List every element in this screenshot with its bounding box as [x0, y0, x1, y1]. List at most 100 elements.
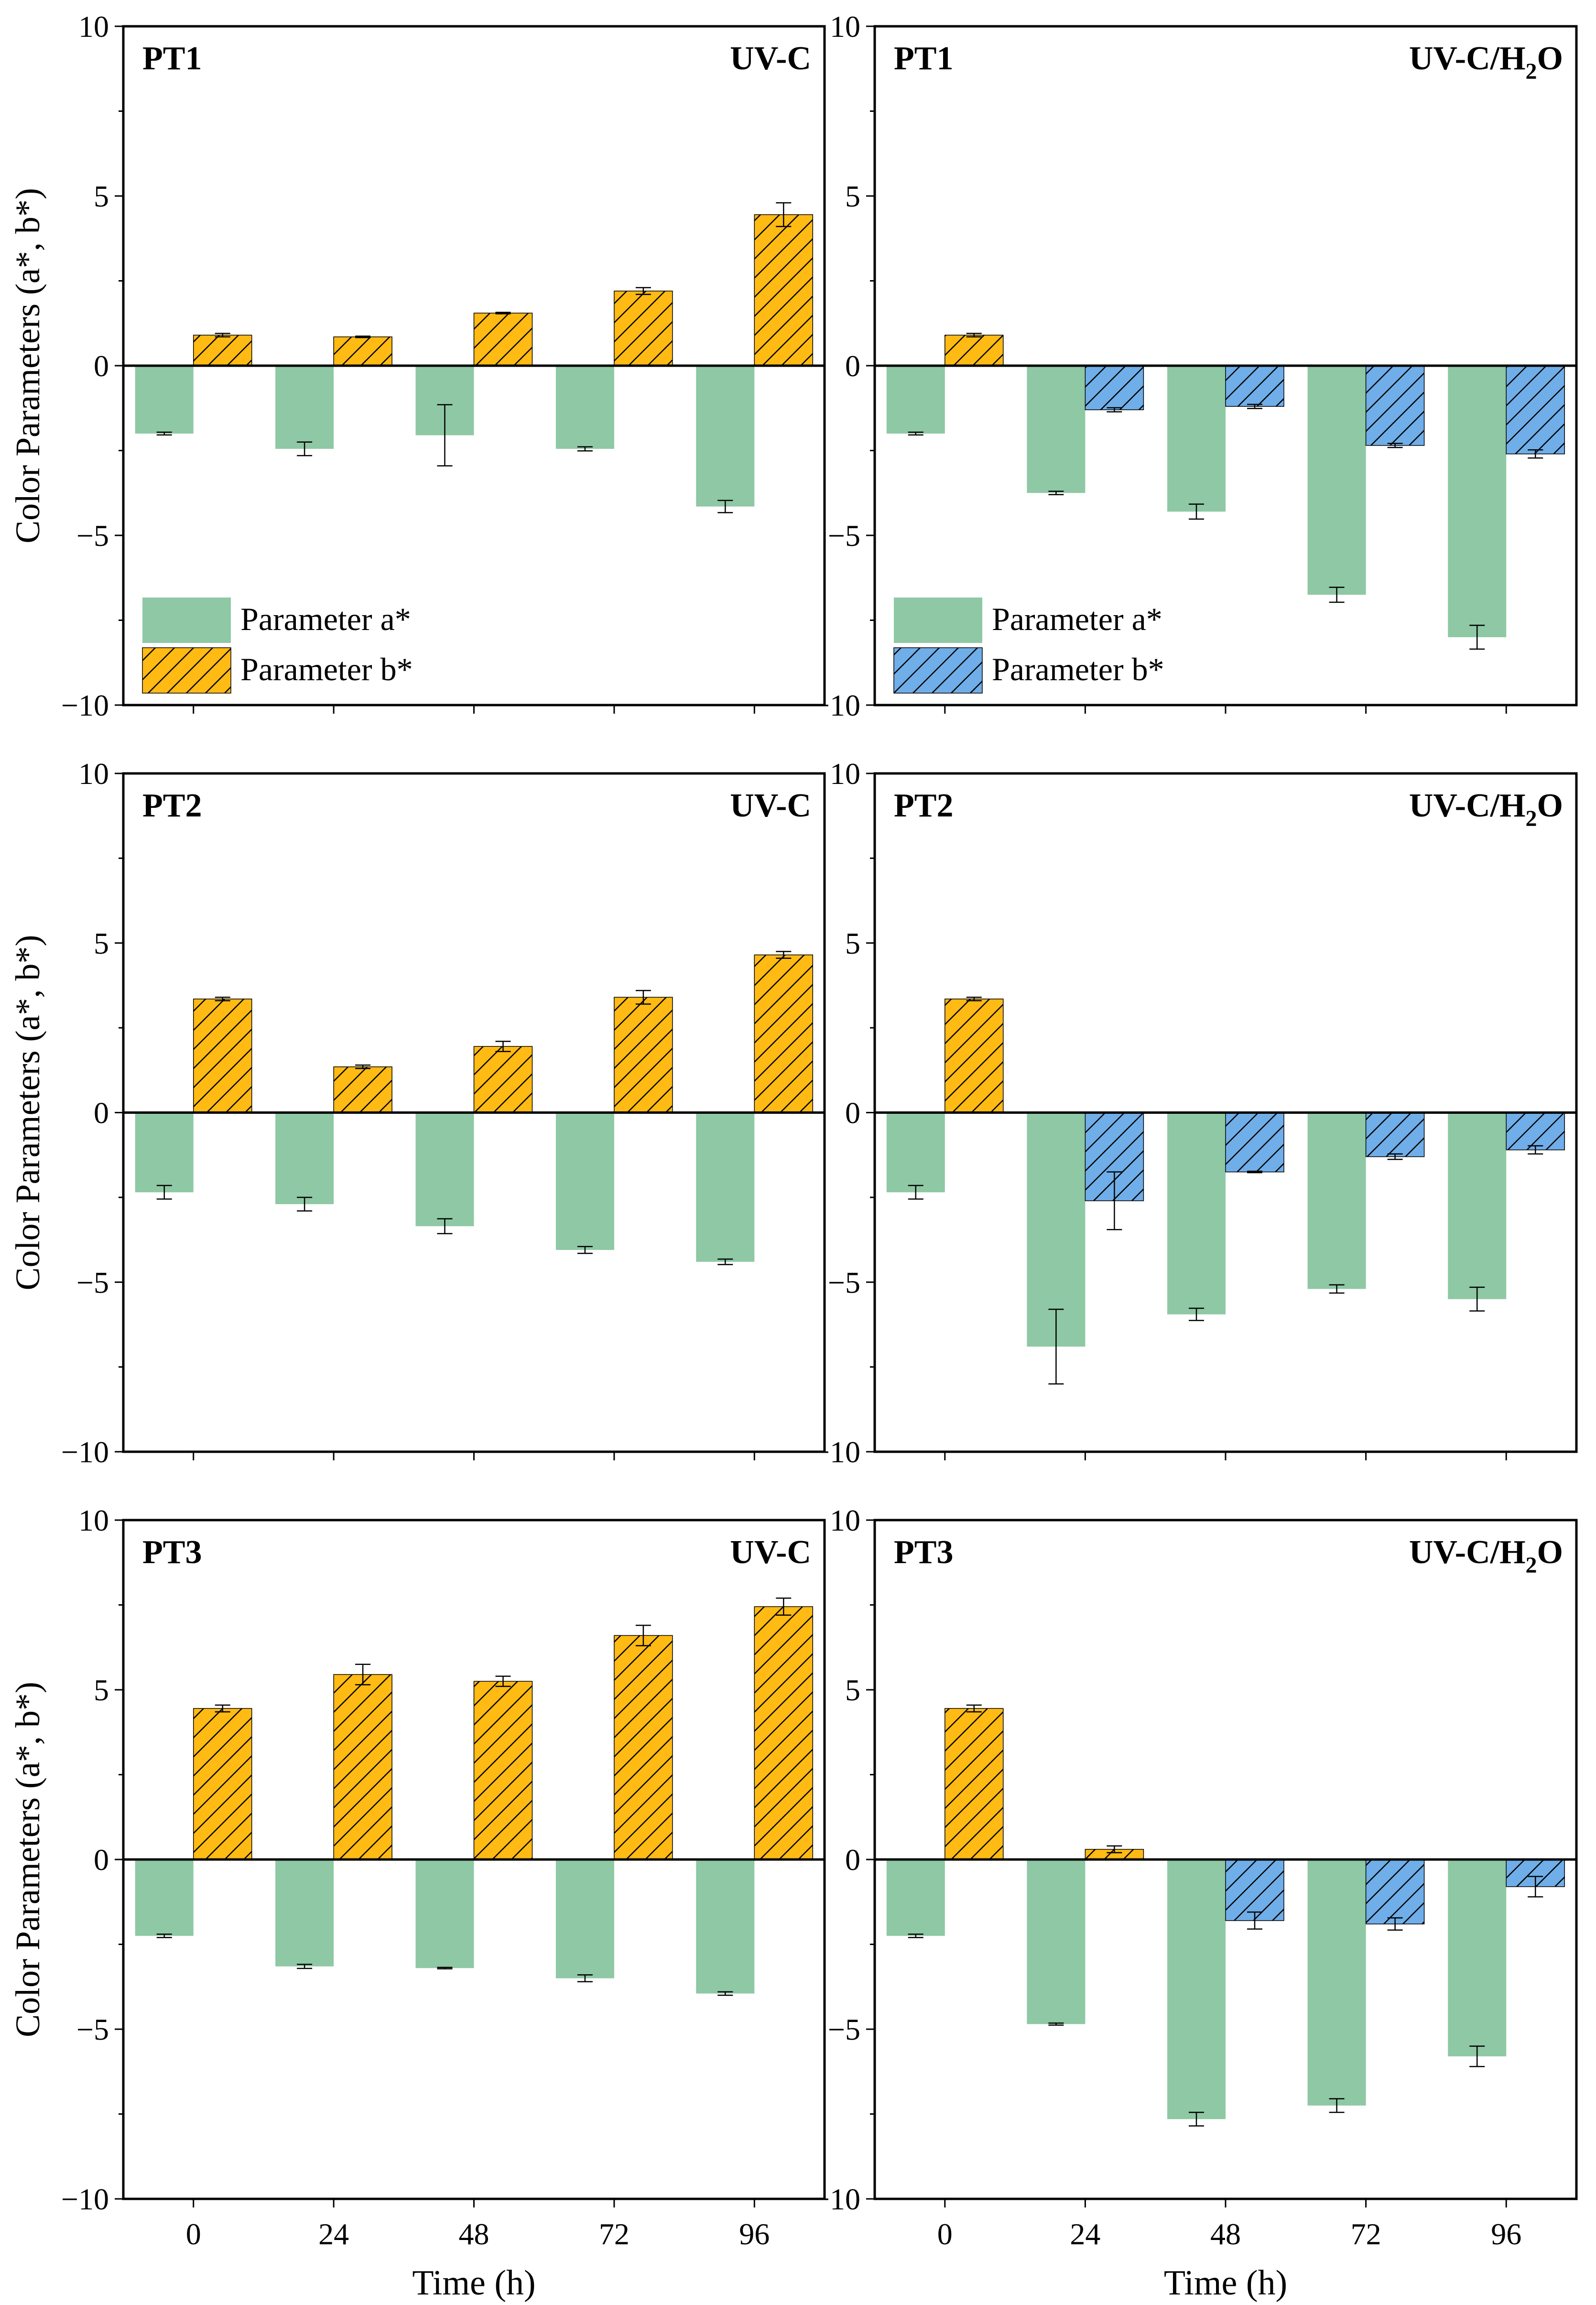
bar-b-hatch — [945, 1708, 1003, 1859]
bar-a — [1167, 1112, 1226, 1315]
sample-label: PT2 — [142, 787, 202, 824]
y-axis-label: Color Parameters (a*, b*) — [9, 935, 47, 1291]
legend-label-a: Parameter a* — [240, 601, 411, 637]
plot-frame — [873, 25, 1578, 707]
legend-label-b: Parameter b* — [992, 651, 1164, 687]
y-tick-label: 0 — [94, 349, 109, 383]
y-tick-label: −5 — [76, 2012, 109, 2046]
bar-b-hatch — [474, 1046, 532, 1113]
bar-b-hatch — [193, 335, 252, 366]
legend-swatch-b-hatch — [894, 648, 982, 693]
bar-b-hatch — [334, 337, 392, 366]
y-tick-label: −5 — [828, 1265, 860, 1299]
bar-b-hatch — [193, 1708, 252, 1859]
y-tick-label: 0 — [94, 1843, 109, 1877]
x-axis-label: Time (h) — [412, 2263, 535, 2303]
bar-a — [696, 1859, 755, 1994]
bar-a — [1448, 366, 1507, 637]
y-tick-label: −10 — [61, 2182, 109, 2216]
x-tick-label: 48 — [1210, 2217, 1241, 2251]
legend-swatch-b-hatch — [142, 648, 231, 693]
treatment-text: O — [1537, 787, 1563, 824]
bar-b-hatch — [474, 313, 532, 366]
y-tick-label: 10 — [78, 1503, 109, 1537]
y-tick-label: −5 — [76, 519, 109, 553]
y-tick-label: −5 — [76, 1265, 109, 1299]
bar-a — [1307, 1859, 1366, 2106]
treatment-text: UV-C — [730, 787, 811, 824]
sample-label: PT2 — [894, 787, 953, 824]
bar-b-hatch — [945, 999, 1003, 1113]
y-tick-label: 5 — [94, 179, 109, 213]
bar-b-hatch — [754, 215, 813, 366]
plot-frame — [873, 772, 1578, 1453]
bar-a — [886, 366, 945, 434]
treatment-text: UV-C — [730, 40, 811, 77]
treatment-label: UV-C/H2O — [1409, 1534, 1563, 1578]
plot-frame — [122, 1519, 826, 2200]
bar-a — [1167, 366, 1226, 512]
bar-a — [886, 1112, 945, 1193]
bar-b-hatch — [334, 1066, 392, 1113]
sample-label: PT3 — [894, 1534, 953, 1571]
treatment-label: UV-C — [730, 787, 811, 824]
bar-b-hatch — [1366, 1112, 1424, 1157]
y-tick-label: 5 — [845, 1673, 860, 1707]
panel-pt2-uvc: 10 5 0 −5 −10 PT2 UV-C — [61, 757, 826, 1469]
y-tick-label: 10 — [830, 1503, 860, 1537]
legend-swatch-a — [894, 598, 982, 643]
treatment-subscript: 2 — [1526, 1553, 1537, 1578]
bar-a — [1027, 366, 1086, 493]
y-axis-label: Color Parameters (a*, b*) — [9, 1682, 47, 2037]
bar-a — [1027, 1859, 1086, 2024]
bar-a — [275, 366, 334, 449]
y-tick-label: −10 — [61, 688, 109, 722]
y-tick-label: 0 — [845, 349, 860, 383]
x-axis-label: Time (h) — [1164, 2263, 1287, 2303]
sample-label: PT3 — [142, 1534, 202, 1571]
y-tick-label: 5 — [845, 179, 860, 213]
bar-b-hatch — [614, 997, 673, 1113]
bar-a — [415, 1112, 474, 1227]
bar-b-hatch — [1226, 1859, 1284, 1921]
bar-a — [555, 1112, 614, 1250]
x-tick-label: 72 — [1351, 2217, 1381, 2251]
bar-a — [135, 366, 194, 434]
y-tick-label: 10 — [78, 10, 109, 43]
treatment-label: UV-C — [730, 1534, 811, 1571]
y-tick-label: −10 — [813, 2182, 860, 2216]
treatment-subscript: 2 — [1526, 806, 1537, 831]
treatment-label: UV-C/H2O — [1409, 787, 1563, 831]
bar-b-hatch — [754, 1607, 813, 1859]
bar-a — [1167, 1859, 1226, 2120]
bar-b-hatch — [474, 1681, 532, 1859]
y-tick-label: −10 — [61, 1435, 109, 1469]
bar-b-hatch — [614, 291, 673, 366]
sample-label: PT1 — [894, 40, 953, 77]
y-tick-label: 0 — [845, 1843, 860, 1877]
bar-a — [1307, 1112, 1366, 1289]
plot-frame — [122, 772, 826, 1453]
bar-b-hatch — [1085, 1849, 1144, 1859]
y-axis-label: Color Parameters (a*, b*) — [9, 188, 47, 544]
x-tick-label: 24 — [1070, 2217, 1100, 2251]
bar-b-hatch — [193, 999, 252, 1113]
y-tick-label: 10 — [830, 757, 860, 791]
x-tick-label: 24 — [318, 2217, 349, 2251]
y-tick-label: 10 — [78, 757, 109, 791]
bar-a — [696, 366, 755, 507]
bar-b-hatch — [1506, 366, 1565, 454]
bar-b-hatch — [1366, 1859, 1424, 1924]
bar-b-hatch — [1085, 366, 1144, 410]
sample-label: PT1 — [142, 40, 202, 77]
treatment-text: UV-C — [730, 1534, 811, 1571]
bar-b-hatch — [1366, 366, 1424, 446]
bar-a — [1448, 1112, 1507, 1299]
bar-a — [555, 1859, 614, 1979]
y-tick-label: −10 — [813, 688, 860, 722]
bar-a — [1027, 1112, 1086, 1347]
bar-b-hatch — [754, 955, 813, 1113]
treatment-text: UV-C/H — [1409, 1534, 1526, 1571]
